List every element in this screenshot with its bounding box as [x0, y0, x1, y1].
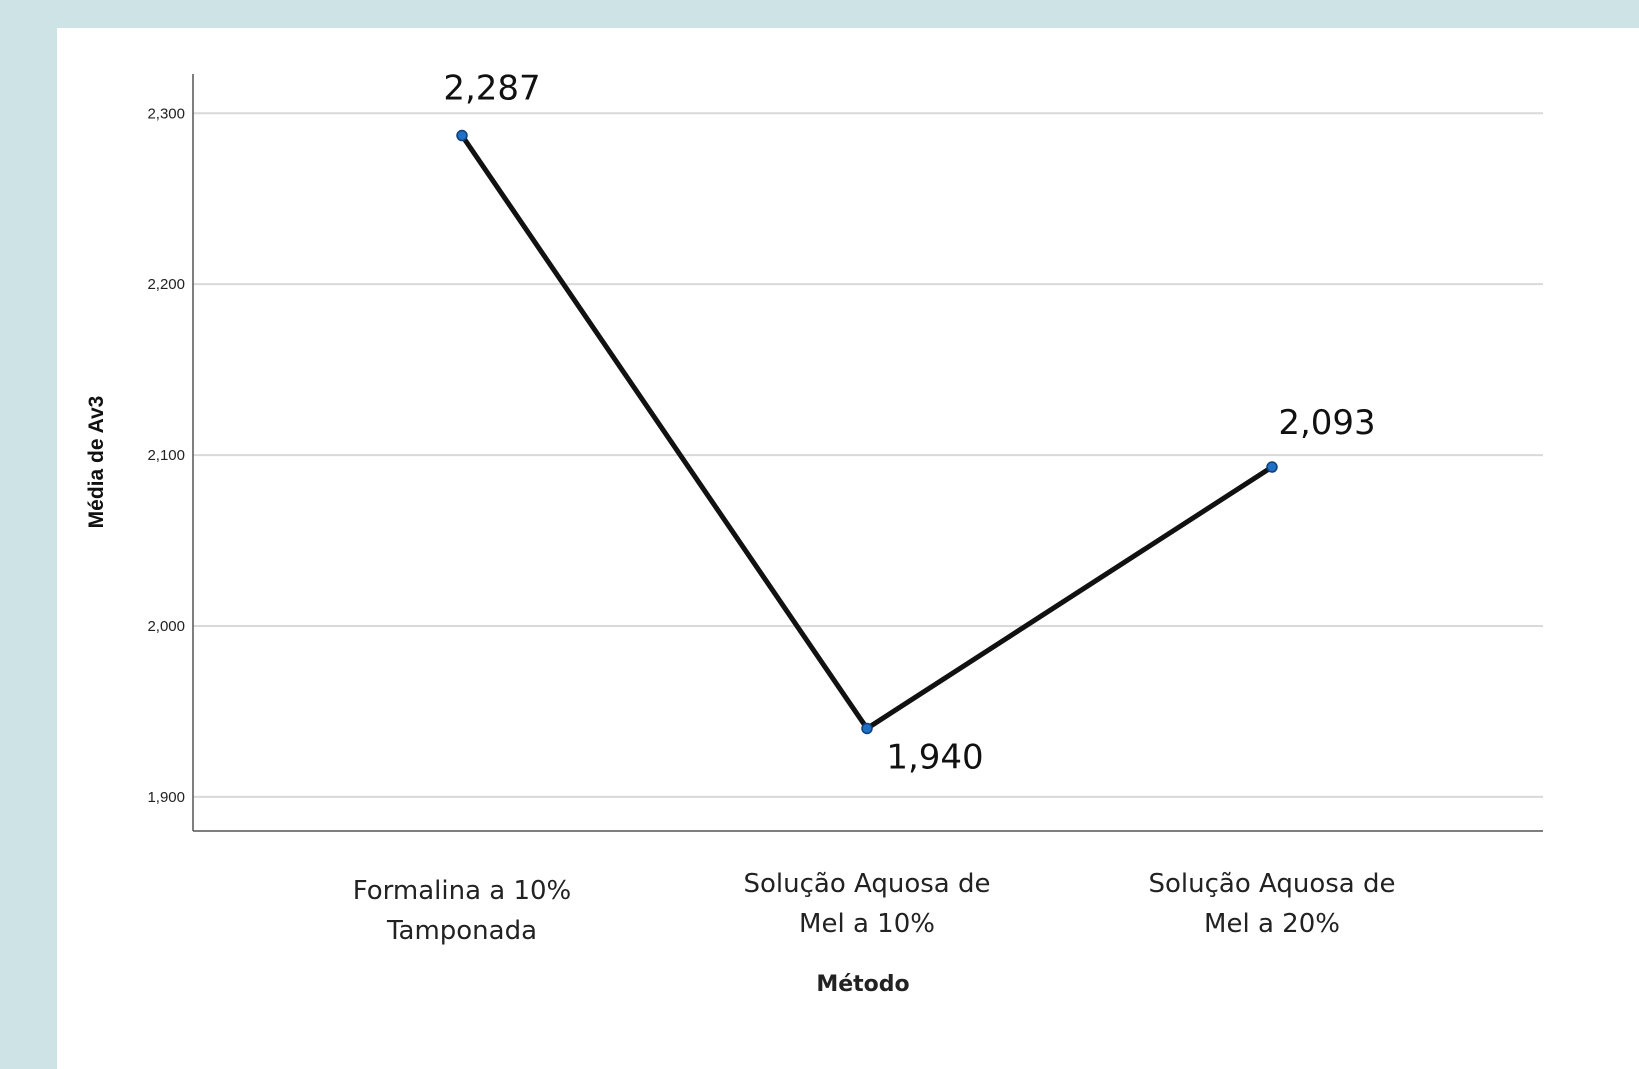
- series-line: [459, 134, 1274, 731]
- x-tick-label-line: Tamponada: [386, 916, 537, 946]
- y-tick-labels: 1,900 2,000 2,100 2,200 2,300: [147, 105, 185, 806]
- x-tick-label-line: Mel a 20%: [1204, 909, 1340, 939]
- data-label-background: [430, 65, 562, 106]
- line-chart: 1,900 2,000 2,100 2,200 2,300 2,287 1,940 2,09…: [85, 65, 1543, 997]
- data-point: [861, 722, 873, 735]
- x-tick-label: Solução Aquosa de Mel a 10%: [744, 869, 991, 939]
- y-axis-title: Média de Av3: [85, 396, 108, 529]
- data-label: 2,287: [443, 69, 540, 109]
- x-tick-label: Solução Aquosa de Mel a 20%: [1149, 869, 1396, 939]
- x-tick-label-line: Formalina a 10%: [353, 876, 572, 906]
- x-axis-title: Método: [816, 972, 909, 997]
- x-tick-label-line: Mel a 10%: [799, 909, 935, 939]
- y-tick-label: 2,200: [147, 276, 185, 293]
- y-tick-label: 2,100: [147, 447, 185, 464]
- chart-panel: 1,900 2,000 2,100 2,200 2,300 2,287 1,940 2,09…: [57, 28, 1639, 1069]
- x-tick-label: Formalina a 10% Tamponada: [353, 876, 572, 946]
- data-point: [1266, 461, 1278, 473]
- series-layer: [456, 129, 1278, 735]
- category-labels: Formalina a 10% Tamponada Solução Aquosa d…: [353, 869, 1396, 946]
- y-tick-label: 1,900: [147, 789, 185, 806]
- data-label: 2,093: [1278, 403, 1375, 443]
- axes: [192, 74, 1543, 832]
- gridlines: [193, 112, 1543, 798]
- data-label-background: [1255, 400, 1387, 441]
- x-tick-label-line: Solução Aquosa de: [744, 869, 991, 899]
- x-tick-label-line: Solução Aquosa de: [1149, 869, 1396, 899]
- y-tick-label: 2,000: [147, 618, 185, 635]
- data-labels: 2,287 1,940 2,093: [430, 65, 1387, 777]
- data-label: 1,940: [886, 737, 983, 777]
- y-tick-label: 2,300: [147, 105, 185, 122]
- data-point: [456, 129, 468, 142]
